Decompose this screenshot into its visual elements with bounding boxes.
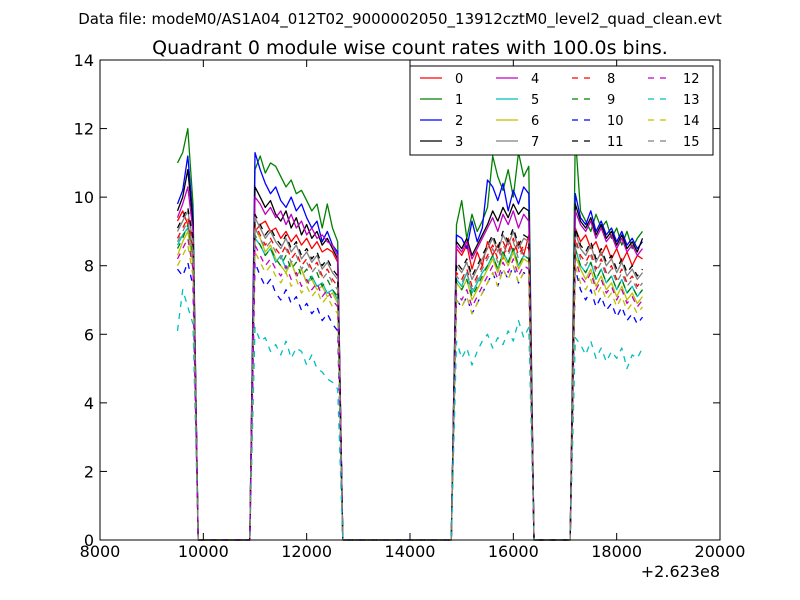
legend-label-5: 5 [531, 93, 539, 108]
legend-label-13: 13 [683, 93, 700, 108]
y-tick-label: 12 [74, 120, 94, 139]
legend-label-12: 12 [683, 72, 700, 87]
y-tick-label: 8 [84, 257, 94, 276]
legend-label-0: 0 [455, 72, 463, 87]
figure-suptitle: Data file: modeM0/AS1A04_012T02_90000020… [78, 10, 722, 29]
x-tick-label: 14000 [385, 542, 436, 561]
chart-title: Quadrant 0 module wise count rates with … [152, 37, 668, 59]
legend-label-9: 9 [607, 93, 615, 108]
x-offset-label: +2.623e8 [641, 562, 720, 581]
y-tick-label: 2 [84, 462, 94, 481]
legend-label-7: 7 [531, 135, 539, 150]
legend-label-6: 6 [531, 114, 539, 129]
x-tick-label: 8000 [80, 542, 121, 561]
x-tick-label: 10000 [178, 542, 229, 561]
y-tick-label: 0 [84, 531, 94, 550]
x-axis-ticks: 8000 10000 12000 14000 16000 18000 20000 [80, 60, 746, 561]
y-tick-label: 4 [84, 394, 94, 413]
legend-frame [409, 65, 714, 156]
legend-label-15: 15 [683, 135, 700, 150]
y-tick-label: 6 [84, 325, 94, 344]
x-tick-label: 18000 [591, 542, 642, 561]
legend-label-3: 3 [455, 135, 463, 150]
legend-label-8: 8 [607, 72, 615, 87]
legend-label-1: 1 [455, 93, 463, 108]
legend-label-2: 2 [455, 114, 463, 129]
x-tick-label: 16000 [488, 542, 539, 561]
x-tick-label: 12000 [281, 542, 332, 561]
y-tick-label: 10 [74, 188, 94, 207]
x-tick-label: 20000 [695, 542, 746, 561]
legend-label-11: 11 [607, 135, 624, 150]
legend-label-10: 10 [607, 114, 624, 129]
legend-label-14: 14 [683, 114, 700, 129]
y-tick-label: 14 [74, 51, 94, 70]
legend-label-4: 4 [531, 72, 539, 87]
